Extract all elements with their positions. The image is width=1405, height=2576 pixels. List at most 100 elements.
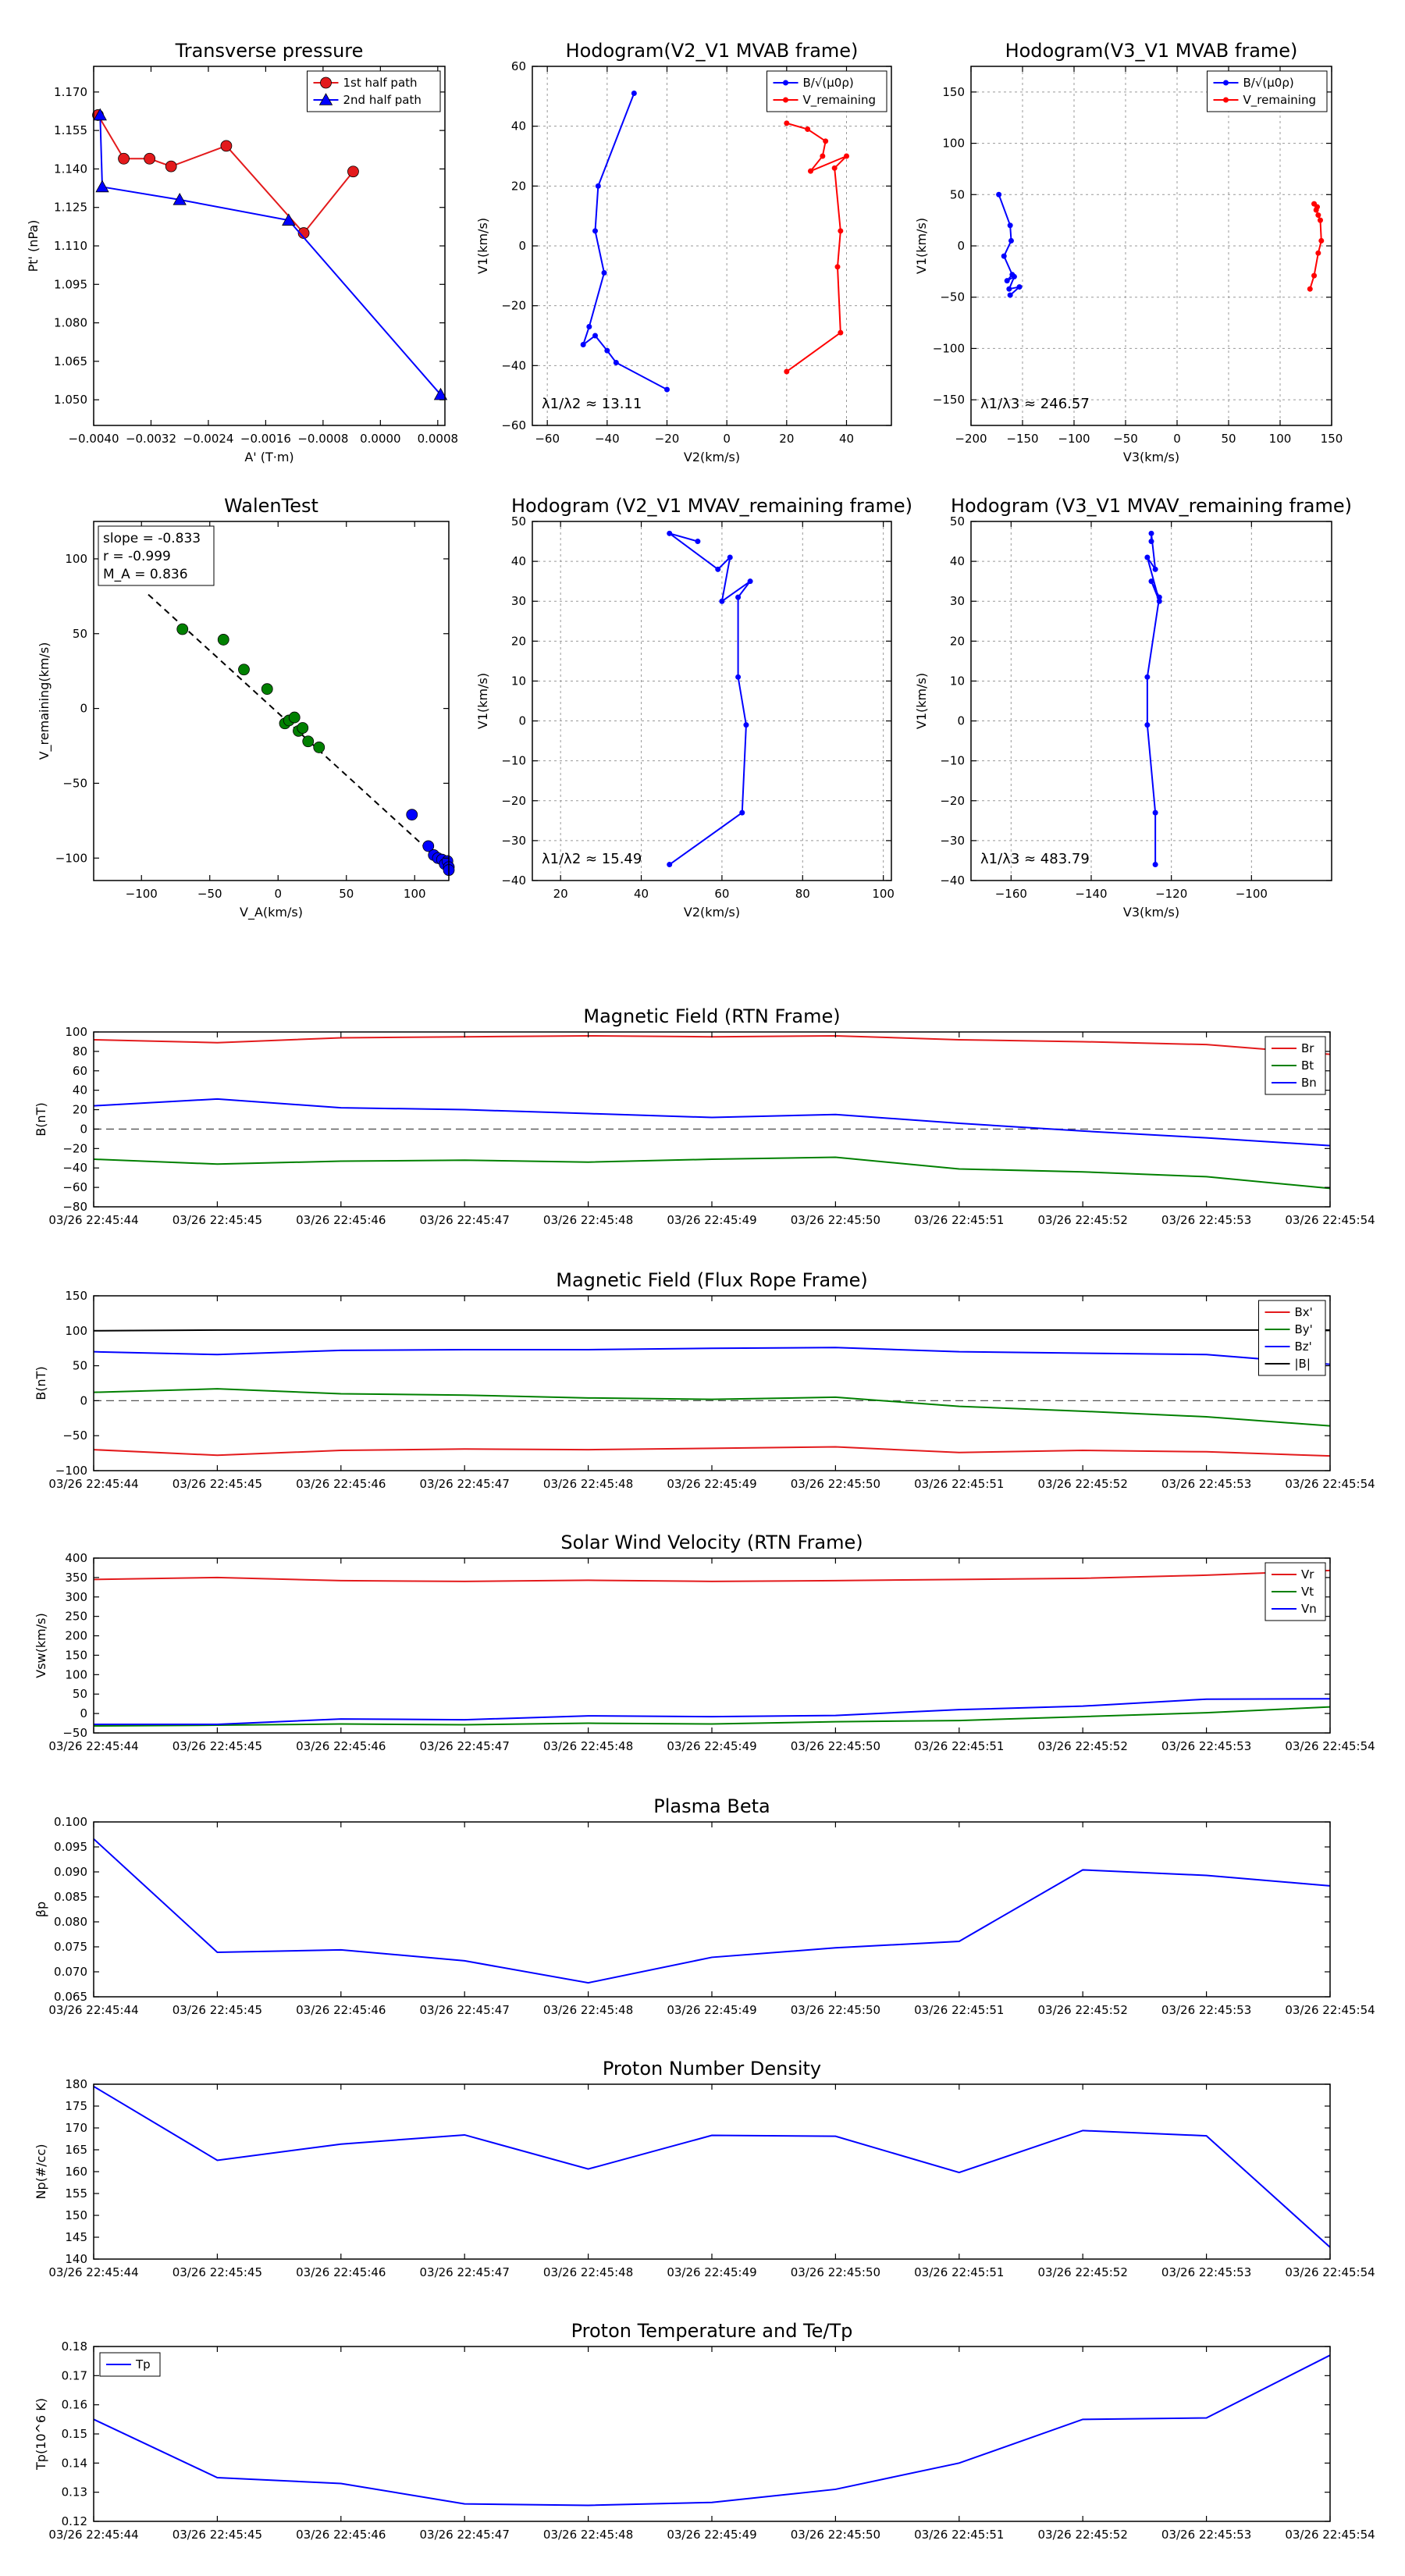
chart-walen-test: −100 −50 0 50 100 −100 −50 0 50 100 WalenTest V_A(k… [37,495,455,920]
chart-proton-number-density: 03/26 22:45:44 03/26 22:45:45 03/26 22:45:… [34,2058,1375,2279]
chart-title: Transverse pressure [175,40,364,62]
plot-frame [93,1031,1331,1208]
data-point [1307,286,1313,292]
x-tick-label: −160 [995,887,1027,901]
legend: B/√(μ0ρ) V_remaining [1207,70,1328,112]
y-tick-label: 100 [65,1324,87,1338]
x-tick-label: 0 [723,432,731,446]
y-tick-label: −40 [501,873,526,888]
x-tick-label: 03/26 22:45:51 [914,2528,1004,2542]
x-tick-label: 03/26 22:45:53 [1161,1477,1251,1491]
x-tick-label: 03/26 22:45:48 [543,1739,633,1753]
data-point [1008,237,1014,244]
y-tick-label: 1.110 [54,239,87,253]
chart-plasma-beta: 03/26 22:45:44 03/26 22:45:45 03/26 22:45:… [34,1795,1375,2017]
y-tick-label: 0.100 [54,1815,87,1829]
y-tick-label: 1.080 [54,316,87,330]
x-tick-label: 03/26 22:45:46 [296,2003,386,2017]
x-tick-label: 03/26 22:45:46 [296,1739,386,1753]
y-axis-label: V1(km/s) [914,218,929,274]
chart-magnetic-field-rtn: 03/26 22:45:44 03/26 22:45:45 03/26 22:45:… [34,1005,1375,1227]
y-tick-label: 30 [511,594,526,608]
y-tick-label: −60 [501,418,526,432]
data-point [1144,722,1151,728]
legend-label: B/√(μ0ρ) [803,76,854,90]
plot-frame [93,2346,1331,2522]
data-point [1152,566,1158,572]
data-point [831,165,838,171]
data-point [838,329,844,336]
legend: B/√(μ0ρ) V_remaining [767,70,887,112]
y-tick-label: 150 [65,2208,87,2222]
data-point [1317,217,1323,223]
y-tick-label: −30 [501,834,526,848]
series-line-by [93,1388,1331,1427]
data-point [1144,554,1151,560]
y-tick-label: 40 [73,1083,87,1098]
x-tick-label: 03/26 22:45:50 [791,1739,880,1753]
x-tick-label: −0.0024 [183,432,233,446]
x-tick-label: 03/26 22:45:49 [667,1477,756,1491]
y-tick-label: 0.13 [62,2485,87,2500]
legend-label: Tp [135,2357,151,2371]
y-tick-label: −40 [940,873,965,888]
y-tick-label: 50 [950,514,965,528]
y-tick-label: 0.15 [62,2427,87,2441]
data-point [217,634,229,646]
data-point [173,193,187,205]
series-line-bx [93,1446,1331,1457]
y-tick-label: 40 [511,554,526,568]
series-line [669,532,751,866]
y-tick-label: −40 [501,358,526,372]
data-point [820,153,826,159]
data-point [1148,578,1154,585]
x-tick-label: 03/26 22:45:44 [48,2528,138,2542]
chart-title: Magnetic Field (RTN Frame) [583,1005,840,1027]
data-point [1148,539,1154,545]
x-tick-label: 03/26 22:45:44 [48,2003,138,2017]
data-point [144,152,156,165]
data-point [1016,284,1023,290]
y-tick-label: 0 [80,702,87,716]
series-2nd-half-path [93,108,448,400]
y-tick-label: 1.125 [54,201,87,215]
y-tick-label: −60 [62,1180,87,1194]
y-axis-label: V1(km/s) [475,673,490,729]
y-tick-label: −100 [55,851,87,865]
x-tick-label: 03/26 22:45:52 [1038,1213,1128,1227]
legend-label: 2nd half path [343,93,422,107]
x-tick-label: 03/26 22:45:46 [296,1213,386,1227]
legend: Vr Vt Vn [1264,1562,1326,1621]
x-tick-label: 03/26 22:45:44 [48,1213,138,1227]
x-axis-label: V2(km/s) [684,905,740,920]
plot-frame [93,1557,1331,1734]
legend-label: V_remaining [1243,93,1317,108]
x-tick-label: −0.0016 [240,432,291,446]
y-tick-label: 0.14 [62,2456,87,2470]
x-axis-label: V3(km/s) [1123,905,1179,920]
y-axis-label: V_remaining(km/s) [37,642,52,760]
y-tick-label: 50 [950,187,965,201]
chart-magnetic-field-flux-rope: 03/26 22:45:44 03/26 22:45:45 03/26 22:45:… [34,1269,1375,1491]
legend-label: Bn [1301,1076,1317,1090]
data-point [118,152,130,165]
y-tick-label: 170 [65,2121,87,2135]
eigenvalue-ratio: λ1/λ2 ≈ 15.49 [542,851,642,867]
chart-title: WalenTest [224,495,318,517]
x-tick-label: 03/26 22:45:49 [667,2265,756,2279]
x-tick-label: 40 [839,432,854,446]
chart-proton-temperature: 03/26 22:45:44 03/26 22:45:45 03/26 22:45:… [34,2320,1375,2542]
series-second-half [406,809,455,876]
data-point [1001,253,1007,259]
y-tick-label: 0.080 [54,1915,87,1929]
legend-marker [783,80,788,86]
x-tick-label: −20 [655,432,680,446]
series-line [582,93,667,390]
y-tick-label: −20 [62,1141,87,1155]
stats-line: slope = -0.833 [103,531,201,546]
data-point [302,735,315,748]
x-tick-label: 03/26 22:45:48 [543,1477,633,1491]
series-v-remaining [784,120,849,375]
series-line-br [93,1034,1331,1055]
chart-title: Solar Wind Velocity (RTN Frame) [560,1532,863,1553]
